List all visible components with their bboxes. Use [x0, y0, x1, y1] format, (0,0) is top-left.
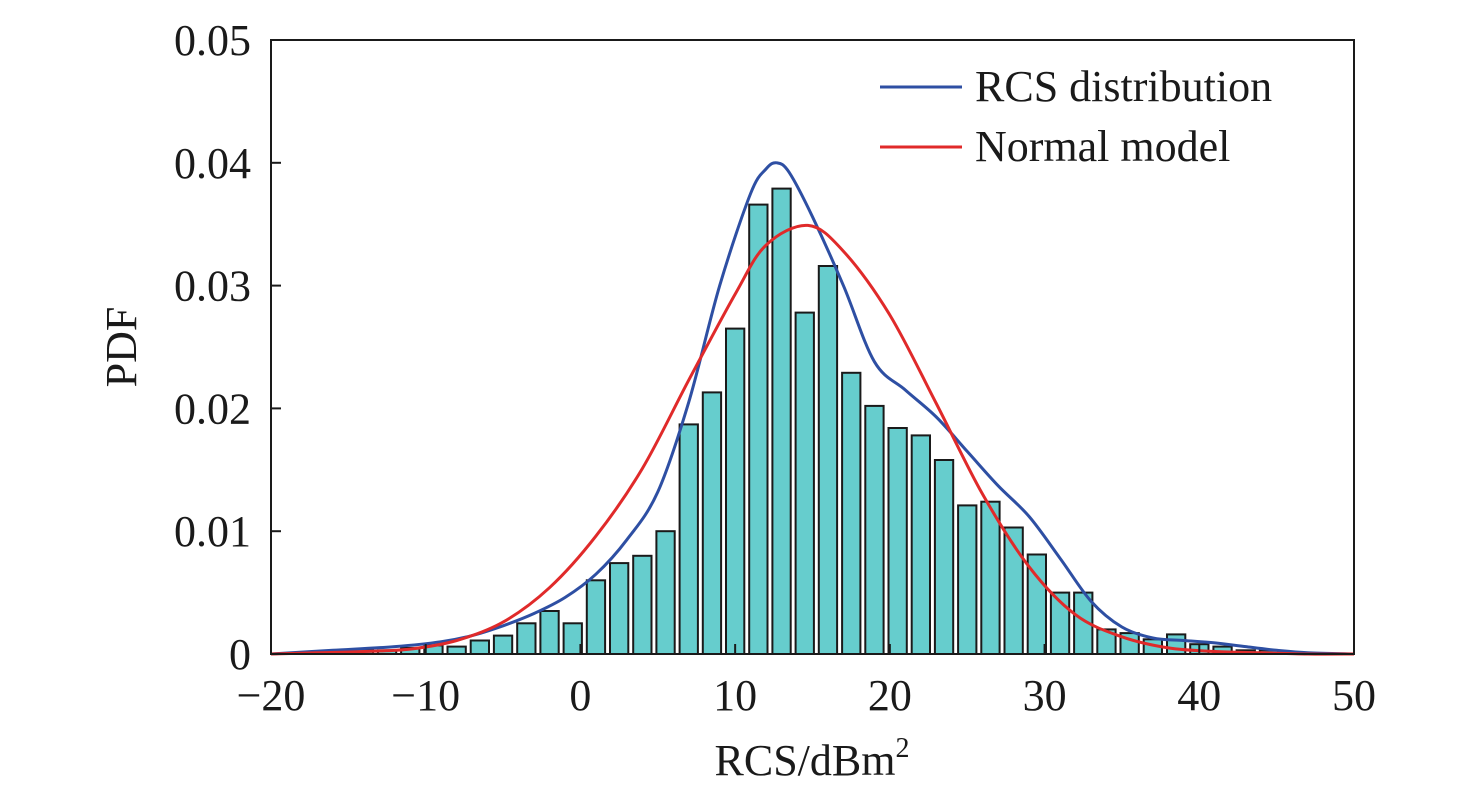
normal-model-line — [270, 223, 1355, 656]
legend-label-normal-model: Normal model — [975, 122, 1230, 171]
histogram-bar — [585, 579, 607, 655]
y-tick-label: 0.05 — [174, 16, 251, 65]
legend: RCS distribution Normal model — [880, 62, 1272, 171]
x-tick-label: 40 — [1177, 671, 1221, 720]
histogram-bar — [632, 554, 653, 655]
histogram-bar — [887, 427, 908, 655]
histogram-bar — [562, 622, 583, 655]
histogram-bar — [1166, 633, 1187, 656]
rcs-distribution-line — [270, 161, 1355, 656]
x-tick-label: −10 — [391, 671, 460, 720]
x-tick-label: 20 — [868, 671, 912, 720]
histogram-bar — [980, 500, 1001, 656]
y-axis-title: PDF — [97, 307, 146, 388]
x-axis-ticks: −20 −10 0 10 20 30 40 50 — [237, 644, 1376, 720]
histogram-bar — [725, 327, 746, 655]
histogram-bar — [771, 187, 792, 655]
histogram-bar — [492, 634, 514, 655]
x-tick-label: 30 — [1023, 671, 1067, 720]
histogram-bars — [330, 187, 1280, 656]
x-tick-label: 50 — [1332, 671, 1376, 720]
histogram-bar — [841, 371, 862, 655]
y-tick-label: 0.03 — [174, 262, 251, 311]
x-axis-title-superscript: 2 — [895, 733, 909, 764]
legend-label-rcs-distribution: RCS distribution — [975, 62, 1272, 111]
x-axis-title: RCS/dBm2 — [715, 733, 910, 785]
histogram-bar — [539, 610, 560, 655]
histogram-bar — [701, 391, 723, 655]
series-lines — [270, 161, 1355, 656]
x-tick-label: 10 — [713, 671, 757, 720]
plot-area: −20 −10 0 10 20 30 40 50 0 0.01 0.02 0.03 0.04 0.05 — [174, 16, 1376, 720]
histogram-bar — [446, 645, 467, 655]
histogram-bar — [910, 434, 932, 655]
histogram-bar — [817, 265, 839, 655]
histogram-bar — [794, 311, 815, 655]
x-axis-title-text: RCS/dBm — [715, 736, 896, 785]
histogram-bar — [678, 423, 699, 655]
histogram-bar — [748, 203, 769, 655]
y-tick-label: 0.01 — [174, 507, 251, 556]
histogram-bar — [655, 530, 676, 656]
y-axis-ticks: 0 0.01 0.02 0.03 0.04 0.05 — [174, 16, 281, 679]
x-tick-label: 0 — [569, 671, 591, 720]
histogram-bar — [469, 639, 491, 655]
histogram-bar — [957, 504, 978, 655]
y-tick-label: 0.02 — [174, 384, 251, 433]
histogram-bar — [609, 562, 630, 655]
y-tick-label: 0.04 — [174, 139, 251, 188]
plot-frame — [270, 39, 1355, 655]
histogram-bar — [933, 459, 955, 655]
histogram-bar — [516, 622, 537, 655]
x-tick-label: −20 — [237, 671, 306, 720]
y-tick-label: 0 — [229, 630, 251, 679]
histogram-bar — [864, 404, 885, 655]
